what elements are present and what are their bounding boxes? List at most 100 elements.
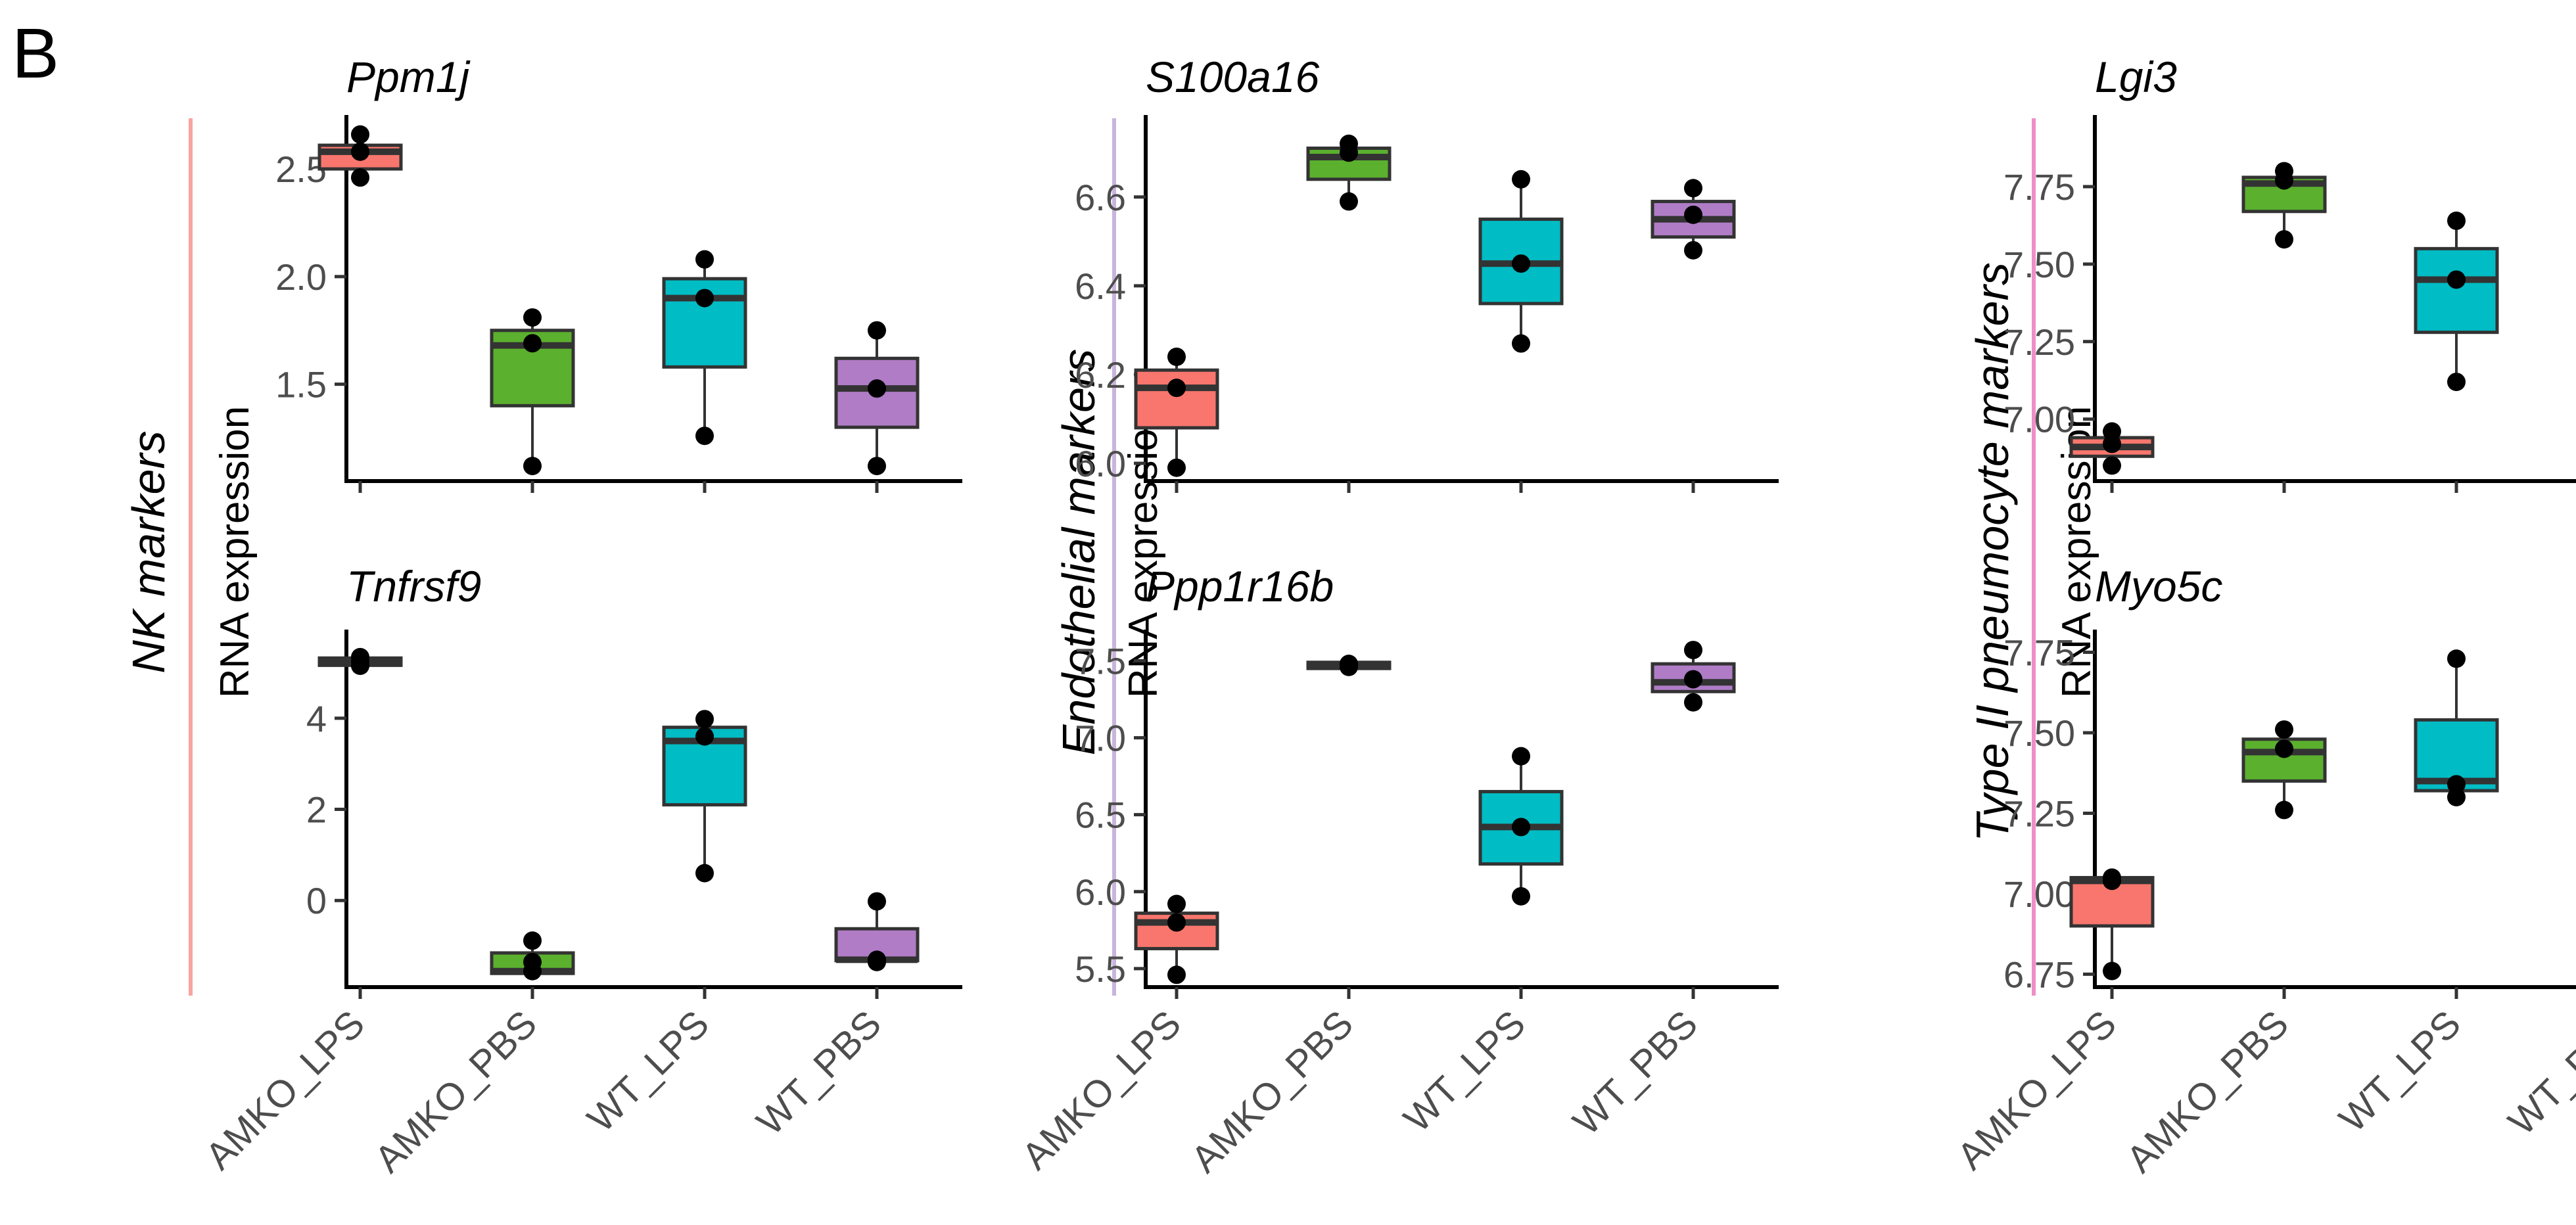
x-tick-label: AMKO_LPS bbox=[1949, 1002, 2124, 1178]
data-point bbox=[868, 457, 886, 476]
panel-title: Ppp1r16b bbox=[1146, 562, 1334, 611]
y-tick-label: 1.5 bbox=[275, 364, 327, 405]
chart-panel: Lgi3 7.00 7.25 7.50 7.75 bbox=[2003, 53, 2576, 493]
data-point bbox=[695, 727, 714, 746]
y-tick-label: 7.75 bbox=[2003, 166, 2075, 208]
y-axis-label: RNA expression bbox=[1121, 406, 1166, 699]
data-point bbox=[1684, 241, 1702, 260]
data-point bbox=[2447, 373, 2466, 392]
x-tick-label: WT_LPS bbox=[1395, 1002, 1534, 1140]
section-labels: NK markers RNA expression Endothelial mark… bbox=[123, 118, 2099, 996]
data-point bbox=[1167, 379, 1186, 398]
data-point bbox=[1167, 913, 1186, 932]
data-point bbox=[2275, 739, 2293, 758]
data-point bbox=[868, 892, 886, 911]
panel-title: Myo5c bbox=[2095, 562, 2222, 611]
data-point bbox=[1340, 655, 1358, 674]
data-point bbox=[1512, 170, 1530, 189]
y-tick-label: 6.75 bbox=[2003, 954, 2075, 995]
y-tick-label: 7.0 bbox=[1075, 718, 1126, 759]
data-point bbox=[1512, 818, 1530, 837]
chart-panel: Myo5c 6.75 7.00 7.25 7.50 7.75 AMKO_LPSAMKO_PB… bbox=[1949, 562, 2576, 1181]
x-tick-label: WT_PBS bbox=[2500, 1002, 2576, 1144]
y-tick-label: 7.25 bbox=[2003, 321, 2075, 363]
data-point bbox=[523, 952, 542, 971]
data-point bbox=[2447, 775, 2466, 794]
y-tick-label: 6.0 bbox=[1075, 443, 1126, 484]
data-point bbox=[1684, 179, 1702, 198]
data-point bbox=[695, 710, 714, 729]
x-tick-label: AMKO_LPS bbox=[197, 1002, 373, 1178]
data-point bbox=[523, 334, 542, 353]
data-point bbox=[1340, 134, 1358, 153]
data-point bbox=[1167, 458, 1186, 477]
x-tick-label: WT_LPS bbox=[2331, 1002, 2469, 1140]
data-point bbox=[868, 379, 886, 398]
y-tick-label: 7.25 bbox=[2003, 793, 2075, 834]
data-point bbox=[351, 125, 369, 144]
y-tick-label: 6.6 bbox=[1075, 177, 1126, 218]
y-tick-label: 7.5 bbox=[1075, 640, 1126, 682]
data-point bbox=[1684, 670, 1702, 689]
data-point bbox=[695, 864, 714, 883]
data-point bbox=[351, 168, 369, 187]
data-point bbox=[351, 647, 369, 666]
data-point bbox=[1340, 192, 1358, 211]
section-label: Endothelial markers bbox=[1053, 349, 1104, 756]
y-tick-label: 5.5 bbox=[1075, 948, 1126, 990]
y-tick-label: 7.00 bbox=[2003, 873, 2075, 915]
data-point bbox=[1512, 254, 1530, 273]
data-point bbox=[2103, 456, 2121, 475]
data-point bbox=[2447, 211, 2466, 230]
y-tick-label: 6.0 bbox=[1075, 871, 1126, 913]
data-point bbox=[2447, 787, 2466, 806]
section-label: NK markers bbox=[123, 430, 174, 673]
data-point bbox=[1167, 965, 1186, 984]
y-tick-label: 7.75 bbox=[2003, 632, 2075, 673]
y-tick-label: 2.0 bbox=[275, 256, 327, 298]
data-point bbox=[2447, 270, 2466, 289]
data-point bbox=[2447, 649, 2466, 668]
data-point bbox=[695, 250, 714, 269]
data-point bbox=[351, 142, 369, 161]
data-point bbox=[1167, 894, 1186, 913]
y-tick-label: 6.5 bbox=[1075, 795, 1126, 836]
data-point bbox=[2275, 230, 2293, 249]
data-point bbox=[523, 457, 542, 476]
data-point bbox=[1512, 334, 1530, 353]
data-point bbox=[1512, 747, 1530, 766]
y-tick-label: 6.2 bbox=[1075, 354, 1126, 396]
data-point bbox=[1684, 205, 1702, 224]
data-point bbox=[2275, 800, 2293, 820]
data-point bbox=[1167, 347, 1186, 366]
data-point bbox=[2103, 868, 2121, 887]
data-point bbox=[1684, 693, 1702, 712]
panel-label: B bbox=[12, 13, 59, 93]
panel-title: S100a16 bbox=[1146, 53, 1320, 101]
data-point bbox=[2103, 961, 2121, 981]
data-point bbox=[2275, 162, 2293, 181]
x-tick-label: AMKO_PBS bbox=[367, 1002, 546, 1181]
y-tick-label: 7.50 bbox=[2003, 244, 2075, 285]
data-point bbox=[695, 427, 714, 446]
panel-title: Tnfrsf9 bbox=[346, 562, 481, 611]
y-tick-label: 7.50 bbox=[2003, 712, 2075, 754]
x-tick-label: WT_PBS bbox=[749, 1002, 890, 1144]
data-point bbox=[1684, 641, 1702, 660]
data-point bbox=[868, 950, 886, 969]
y-tick-label: 6.4 bbox=[1075, 266, 1126, 307]
data-point bbox=[868, 321, 886, 340]
y-tick-label: 7.00 bbox=[2003, 399, 2075, 440]
data-point bbox=[523, 308, 542, 327]
chart-panels: Ppm1j1.52.02.5Tnfrsf9024AMKO_LPSAMKO_PBS… bbox=[197, 53, 2576, 1181]
x-tick-label: AMKO_LPS bbox=[1014, 1002, 1189, 1178]
panel-title: Lgi3 bbox=[2095, 53, 2177, 101]
y-axis-label: RNA expression bbox=[212, 406, 258, 699]
x-tick-label: AMKO_PBS bbox=[2119, 1002, 2297, 1181]
data-point bbox=[2275, 720, 2293, 739]
y-tick-label: 4 bbox=[306, 698, 327, 739]
data-point bbox=[2103, 422, 2121, 441]
x-tick-label: AMKO_PBS bbox=[1183, 1002, 1362, 1181]
